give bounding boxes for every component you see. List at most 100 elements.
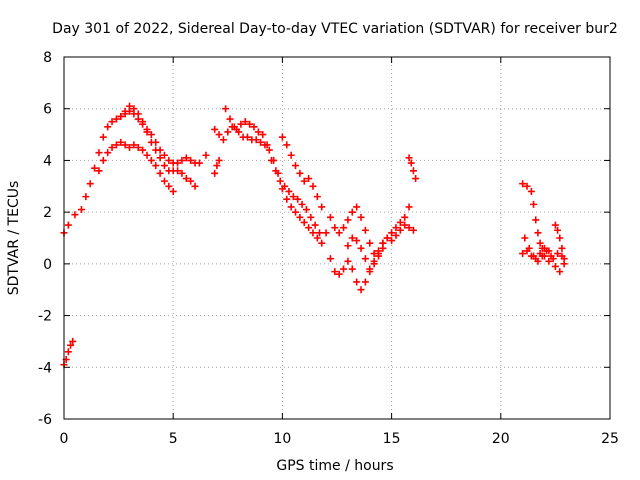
series-arc-d4 xyxy=(551,221,568,268)
data-point xyxy=(409,167,417,175)
data-point xyxy=(335,229,343,237)
data-point xyxy=(95,167,103,175)
data-point xyxy=(257,138,265,146)
tick-labels: 0 5 10 15 20 25 -6 -4 -2 0 2 4 6 8 xyxy=(38,50,619,447)
data-point xyxy=(556,234,564,242)
data-point xyxy=(519,250,527,258)
data-point xyxy=(554,250,562,258)
data-point xyxy=(316,229,324,237)
data-point xyxy=(519,180,527,188)
series-arc-b1 xyxy=(211,156,223,177)
data-point xyxy=(278,133,286,141)
data-point xyxy=(392,224,400,232)
y-tick-label: -2 xyxy=(38,309,52,325)
x-tick-label: 5 xyxy=(169,431,178,447)
data-point xyxy=(370,260,378,268)
data-point xyxy=(296,213,304,221)
data-point xyxy=(353,237,361,245)
data-point xyxy=(126,144,134,151)
series-arc-a1 xyxy=(60,337,77,369)
data-point xyxy=(169,187,177,195)
data-point xyxy=(344,257,352,265)
plot-frame xyxy=(63,56,611,420)
y-tick-label: 4 xyxy=(43,153,52,169)
data-point xyxy=(558,244,566,252)
data-point xyxy=(211,125,219,133)
data-point xyxy=(340,224,348,232)
data-point xyxy=(348,234,356,242)
data-point xyxy=(160,177,168,185)
data-point xyxy=(530,200,538,208)
data-point xyxy=(309,182,317,190)
data-point xyxy=(289,193,297,201)
data-point xyxy=(383,234,391,242)
data-point xyxy=(523,182,531,190)
data-point xyxy=(99,156,107,164)
data-point xyxy=(322,229,330,237)
y-tick-label: -4 xyxy=(38,360,52,376)
data-point xyxy=(532,216,540,224)
data-point xyxy=(215,131,223,139)
data-point xyxy=(331,224,339,232)
series-arc-b4 xyxy=(278,133,330,237)
data-point xyxy=(147,156,155,164)
data-point xyxy=(396,218,404,226)
data-point xyxy=(211,169,219,177)
data-point xyxy=(117,112,125,120)
data-point xyxy=(547,252,555,260)
data-point xyxy=(353,278,361,286)
data-point xyxy=(222,105,230,113)
data-point xyxy=(318,239,326,247)
data-point xyxy=(287,151,295,159)
data-point xyxy=(152,162,160,170)
data-point xyxy=(374,250,382,258)
data-point xyxy=(143,151,151,159)
data-point xyxy=(160,162,168,170)
data-point xyxy=(353,203,361,211)
data-point xyxy=(326,255,334,263)
data-point xyxy=(174,159,182,167)
data-point xyxy=(259,131,267,139)
data-point xyxy=(130,141,138,149)
data-point xyxy=(357,286,365,294)
data-point xyxy=(534,257,542,265)
data-point xyxy=(326,213,334,221)
series-arc-c4 xyxy=(405,154,420,183)
data-point xyxy=(409,226,417,234)
data-point xyxy=(112,115,120,123)
data-point xyxy=(379,239,387,247)
data-point xyxy=(235,128,243,136)
grid xyxy=(64,57,610,419)
data-point xyxy=(361,278,369,286)
y-tick-label: 0 xyxy=(43,257,52,273)
data-point xyxy=(134,144,142,151)
data-points xyxy=(60,102,568,369)
data-point xyxy=(213,162,221,170)
data-point xyxy=(388,237,396,245)
data-point xyxy=(521,234,529,242)
data-point xyxy=(318,203,326,211)
data-point xyxy=(344,216,352,224)
series-arc-c3 xyxy=(344,221,417,273)
x-tick-label: 10 xyxy=(273,431,291,447)
data-point xyxy=(401,213,409,221)
axis-ticks xyxy=(63,56,611,420)
data-point xyxy=(366,239,374,247)
data-point xyxy=(104,123,112,131)
data-point xyxy=(147,131,155,139)
chart-title: Day 301 of 2022, Sidereal Day-to-day VTE… xyxy=(52,21,618,37)
series-arc-a2 xyxy=(60,107,210,237)
data-point xyxy=(160,151,168,159)
data-point xyxy=(551,262,559,270)
data-point xyxy=(554,226,562,234)
series-arc-b3 xyxy=(222,105,326,247)
data-point xyxy=(348,208,356,216)
data-point xyxy=(64,348,72,356)
data-point xyxy=(292,162,300,170)
data-point xyxy=(556,268,564,276)
data-point xyxy=(139,118,147,126)
data-point xyxy=(252,136,260,144)
data-point xyxy=(64,221,72,229)
